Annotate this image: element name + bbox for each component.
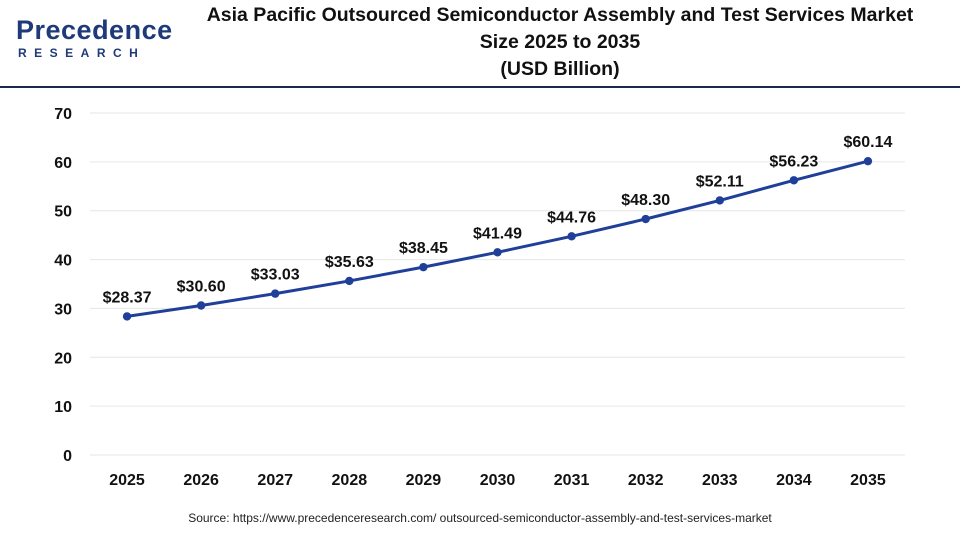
logo-subtitle: RESEARCH	[18, 46, 146, 60]
data-label: $56.23	[769, 153, 818, 170]
data-label: $28.37	[103, 289, 152, 306]
data-point	[419, 262, 428, 272]
x-tick-label: 2031	[554, 472, 590, 489]
x-tick-label: 2034	[776, 472, 812, 489]
data-point	[789, 176, 799, 185]
data-point	[196, 301, 206, 310]
data-label: $60.14	[843, 134, 892, 151]
x-tick-label: 2027	[257, 472, 293, 489]
data-label: $38.45	[399, 240, 448, 257]
data-point	[641, 214, 650, 224]
data-point	[863, 156, 873, 166]
logo-wordmark: Precedence	[16, 15, 173, 45]
y-tick-label: 40	[54, 253, 72, 270]
x-tick-label: 2030	[480, 472, 516, 489]
plot-area: 0 10 20 30 40 50 60 70 2025 2026 2027 2028 2029 2030 2…	[0, 88, 960, 508]
chart-title-line-1: Asia Pacific Outsourced Semiconductor As…	[206, 4, 914, 26]
data-label: $33.03	[251, 267, 300, 284]
data-point	[122, 312, 132, 321]
x-tick-label: 2032	[628, 472, 664, 489]
y-tick-label: 30	[54, 301, 72, 318]
x-tick-label: 2026	[183, 472, 219, 489]
x-tick-label: 2028	[332, 472, 368, 489]
data-point	[271, 289, 280, 298]
data-label: $48.30	[621, 192, 670, 209]
chart-title-line-3: (USD Billion)	[500, 58, 620, 80]
source-note: Source: https://www.precedenceresearch.c…	[188, 511, 772, 525]
chart-title: Asia Pacific Outsourced Semiconductor As…	[160, 2, 960, 83]
data-label: $35.63	[325, 254, 374, 271]
precedence-research-logo: Precedence RESEARCH	[16, 14, 172, 66]
y-tick-label: 20	[54, 350, 72, 367]
data-label: $30.60	[177, 278, 226, 295]
y-tick-label: 60	[54, 155, 72, 172]
data-point	[715, 196, 724, 205]
header-divider	[0, 86, 960, 88]
x-tick-label: 2035	[850, 472, 886, 489]
x-tick-label: 2033	[702, 472, 738, 489]
x-tick-label: 2025	[109, 472, 145, 489]
data-label: $52.11	[696, 173, 744, 190]
data-point	[345, 276, 354, 286]
data-point	[567, 232, 576, 241]
chart-header: Precedence RESEARCH Asia Pacific Outsour…	[0, 0, 960, 86]
data-point	[493, 248, 502, 257]
y-tick-label: 0	[63, 448, 72, 465]
y-tick-label: 10	[54, 399, 72, 416]
data-label: $44.76	[547, 209, 596, 226]
y-tick-label: 70	[54, 106, 72, 123]
x-tick-label: 2029	[406, 472, 442, 489]
y-tick-label: 50	[54, 204, 72, 221]
chart-title-line-2: Size 2025 to 2035	[479, 31, 641, 53]
data-label: $41.49	[473, 225, 522, 242]
